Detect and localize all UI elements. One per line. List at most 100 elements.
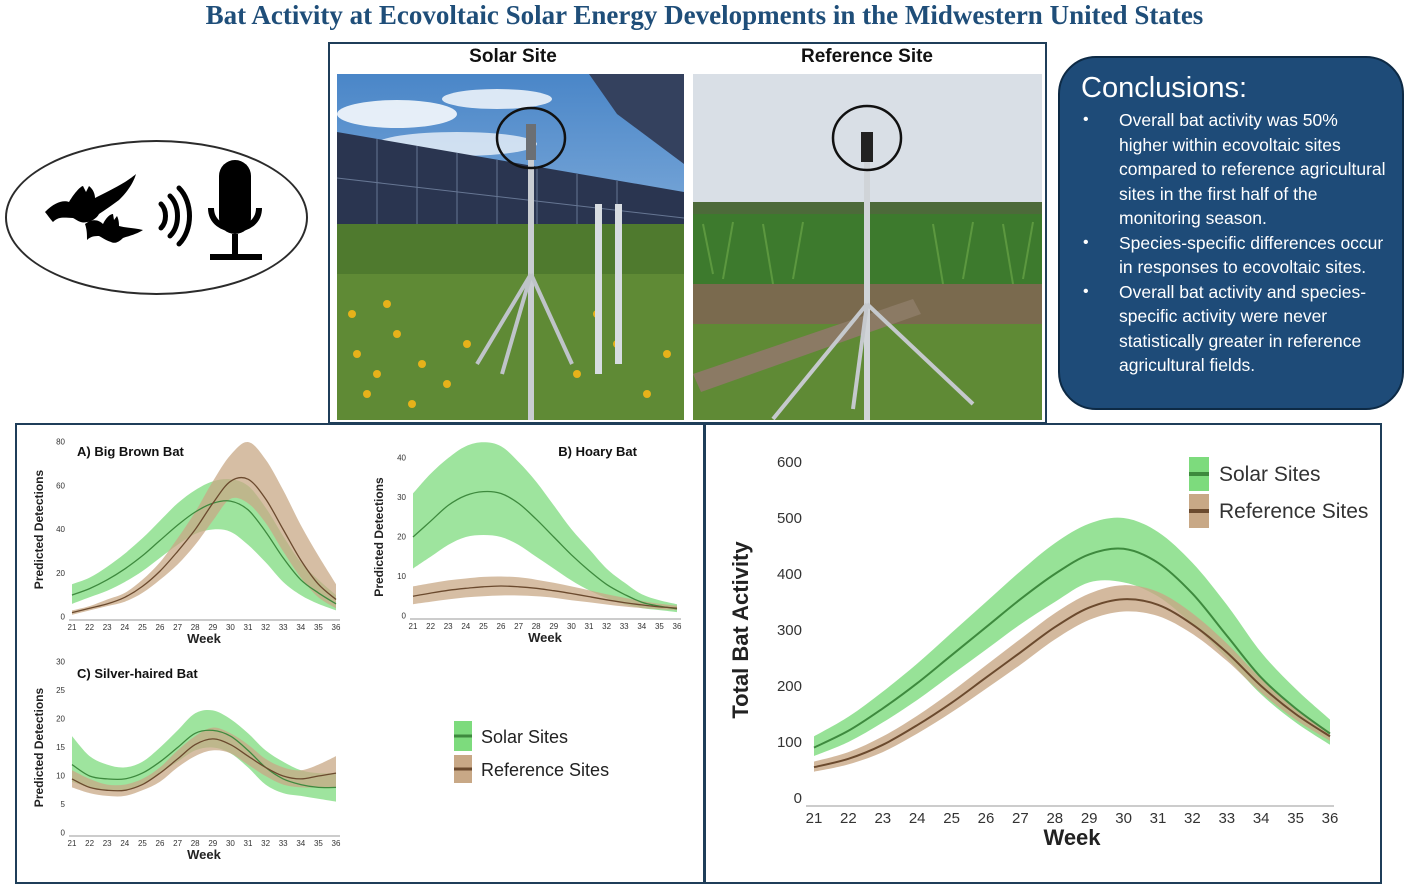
x-tick-label: 29 bbox=[1081, 810, 1098, 827]
confidence-band-reference bbox=[72, 727, 336, 797]
y-tick-label: 10 bbox=[397, 572, 406, 581]
y-tick-label: 30 bbox=[56, 658, 65, 667]
y-tick-label: 20 bbox=[56, 715, 65, 724]
x-tick-label: 26 bbox=[497, 622, 506, 631]
x-tick-label: 24 bbox=[120, 623, 129, 632]
y-axis-label: Predicted Detections bbox=[372, 477, 386, 597]
x-tick-label: 22 bbox=[85, 623, 94, 632]
x-tick-label: 30 bbox=[1115, 810, 1132, 827]
conclusions-box: Conclusions: Overall bat activity was 50… bbox=[1058, 56, 1404, 410]
y-tick-label: 0 bbox=[794, 790, 802, 807]
series-line-reference bbox=[71, 476, 337, 614]
x-tick-label: 34 bbox=[296, 839, 305, 848]
y-axis-label: Total Bat Activity bbox=[728, 541, 753, 719]
species-charts-svg: 21 22 23 24 25 26 27 28 29 30 31 32 33 34 35 36 0 20 40 60 8… bbox=[32, 438, 682, 862]
legend-solar-label: Solar Sites bbox=[1219, 463, 1321, 486]
y-tick-label: 40 bbox=[397, 454, 406, 463]
x-tick-label: 22 bbox=[426, 622, 435, 631]
x-tick-label: 24 bbox=[461, 622, 470, 631]
x-tick-label: 27 bbox=[1012, 810, 1029, 827]
x-tick-label: 31 bbox=[1150, 810, 1167, 827]
confidence-band-reference bbox=[413, 576, 677, 611]
x-tick-label: 33 bbox=[1218, 810, 1235, 827]
x-tick-label: 28 bbox=[191, 623, 200, 632]
x-tick-label: 27 bbox=[173, 839, 182, 848]
x-tick-label: 26 bbox=[156, 839, 165, 848]
y-tick-label: 400 bbox=[777, 566, 802, 583]
species-charts-panel: 21 22 23 24 25 26 27 28 29 30 31 32 33 34 35 36 0 20 40 60 8… bbox=[15, 423, 705, 884]
x-tick-label: 33 bbox=[620, 622, 629, 631]
y-tick-label: 0 bbox=[61, 613, 66, 622]
series-line-reference bbox=[412, 585, 678, 609]
y-tick-label: 500 bbox=[777, 510, 802, 527]
legend-reference-label: Reference Sites bbox=[481, 760, 609, 780]
x-tick-label: 30 bbox=[226, 623, 235, 632]
x-tick-label: 22 bbox=[840, 810, 857, 827]
x-tick-label: 25 bbox=[138, 623, 147, 632]
x-tick-label: 36 bbox=[332, 839, 341, 848]
x-tick-label: 23 bbox=[874, 810, 891, 827]
x-tick-label: 22 bbox=[85, 839, 94, 848]
y-axis-label: Predicted Detections bbox=[32, 687, 46, 807]
x-tick-label: 32 bbox=[602, 622, 611, 631]
y-tick-label: 10 bbox=[56, 772, 65, 781]
y-tick-label: 200 bbox=[777, 678, 802, 695]
x-axis-label: Week bbox=[187, 631, 221, 646]
x-tick-label: 21 bbox=[806, 810, 823, 827]
conclusion-item: Overall bat activity was 50% higher with… bbox=[1078, 108, 1390, 231]
x-tick-label: 29 bbox=[549, 622, 558, 631]
x-tick-label: 23 bbox=[103, 839, 112, 848]
series-line-reference bbox=[813, 598, 1331, 769]
chart-title: B) Hoary Bat bbox=[558, 444, 637, 459]
x-axis-label: Week bbox=[528, 630, 562, 645]
x-tick-label: 31 bbox=[585, 622, 594, 631]
y-tick-label: 40 bbox=[56, 525, 65, 534]
x-tick-label: 35 bbox=[1287, 810, 1304, 827]
series-line-solar bbox=[813, 547, 1331, 749]
icon-ellipse bbox=[5, 140, 308, 295]
x-tick-label: 31 bbox=[244, 623, 253, 632]
chart-total-bat-activity: 21 22 23 24 25 26 27 28 29 30 31 32 33 34 35 36 0 100 200 3… bbox=[728, 454, 1338, 850]
total-activity-panel: 21 22 23 24 25 26 27 28 29 30 31 32 33 34 35 36 0 100 200 3… bbox=[704, 423, 1382, 884]
x-tick-label: 33 bbox=[279, 839, 288, 848]
series-line-solar bbox=[71, 500, 337, 605]
x-tick-label: 30 bbox=[567, 622, 576, 631]
x-tick-label: 30 bbox=[226, 839, 235, 848]
x-tick-label: 27 bbox=[173, 623, 182, 632]
conclusion-item: Overall bat activity and species-specifi… bbox=[1078, 280, 1390, 378]
x-tick-label: 26 bbox=[156, 623, 165, 632]
x-tick-label: 26 bbox=[978, 810, 995, 827]
x-tick-label: 32 bbox=[261, 839, 270, 848]
x-tick-label: 35 bbox=[655, 622, 664, 631]
microphone-icon bbox=[208, 160, 262, 260]
y-tick-label: 20 bbox=[397, 533, 406, 542]
y-tick-label: 300 bbox=[777, 622, 802, 639]
x-tick-label: 31 bbox=[244, 839, 253, 848]
legend-solar-label: Solar Sites bbox=[481, 727, 568, 747]
y-tick-label: 600 bbox=[777, 454, 802, 471]
photo-panel: Solar Site Reference Site bbox=[328, 42, 1047, 424]
y-tick-label: 30 bbox=[397, 493, 406, 502]
x-tick-label: 36 bbox=[1322, 810, 1339, 827]
x-tick-label: 27 bbox=[514, 622, 523, 631]
reference-site-label: Reference Site bbox=[800, 46, 933, 67]
legend-reference-label: Reference Sites bbox=[1219, 500, 1368, 523]
conclusions-list: Overall bat activity was 50% higher with… bbox=[1078, 108, 1390, 378]
chart-big-brown-bat: 21 22 23 24 25 26 27 28 29 30 31 32 33 34 35 36 0 20 40 60 8… bbox=[32, 438, 341, 646]
x-tick-label: 25 bbox=[479, 622, 488, 631]
bat-recording-illustration bbox=[45, 160, 262, 260]
x-tick-label: 23 bbox=[444, 622, 453, 631]
x-tick-label: 29 bbox=[208, 839, 217, 848]
x-tick-label: 23 bbox=[103, 623, 112, 632]
x-tick-label: 32 bbox=[1184, 810, 1201, 827]
chart-hoary-bat: 21 22 23 24 25 26 27 28 29 30 31 32 33 34 35 36 0 10 20 30 4… bbox=[372, 442, 682, 645]
x-tick-label: 21 bbox=[68, 839, 77, 848]
x-tick-label: 34 bbox=[637, 622, 646, 631]
x-tick-label: 28 bbox=[532, 622, 541, 631]
chart-title: C) Silver-haired Bat bbox=[77, 666, 198, 681]
x-tick-label: 21 bbox=[409, 622, 418, 631]
x-tick-label: 28 bbox=[1046, 810, 1063, 827]
x-tick-label: 21 bbox=[68, 623, 77, 632]
large-legend: Solar Sites Reference Sites bbox=[1189, 457, 1368, 528]
page-title: Bat Activity at Ecovoltaic Solar Energy … bbox=[205, 0, 1204, 30]
